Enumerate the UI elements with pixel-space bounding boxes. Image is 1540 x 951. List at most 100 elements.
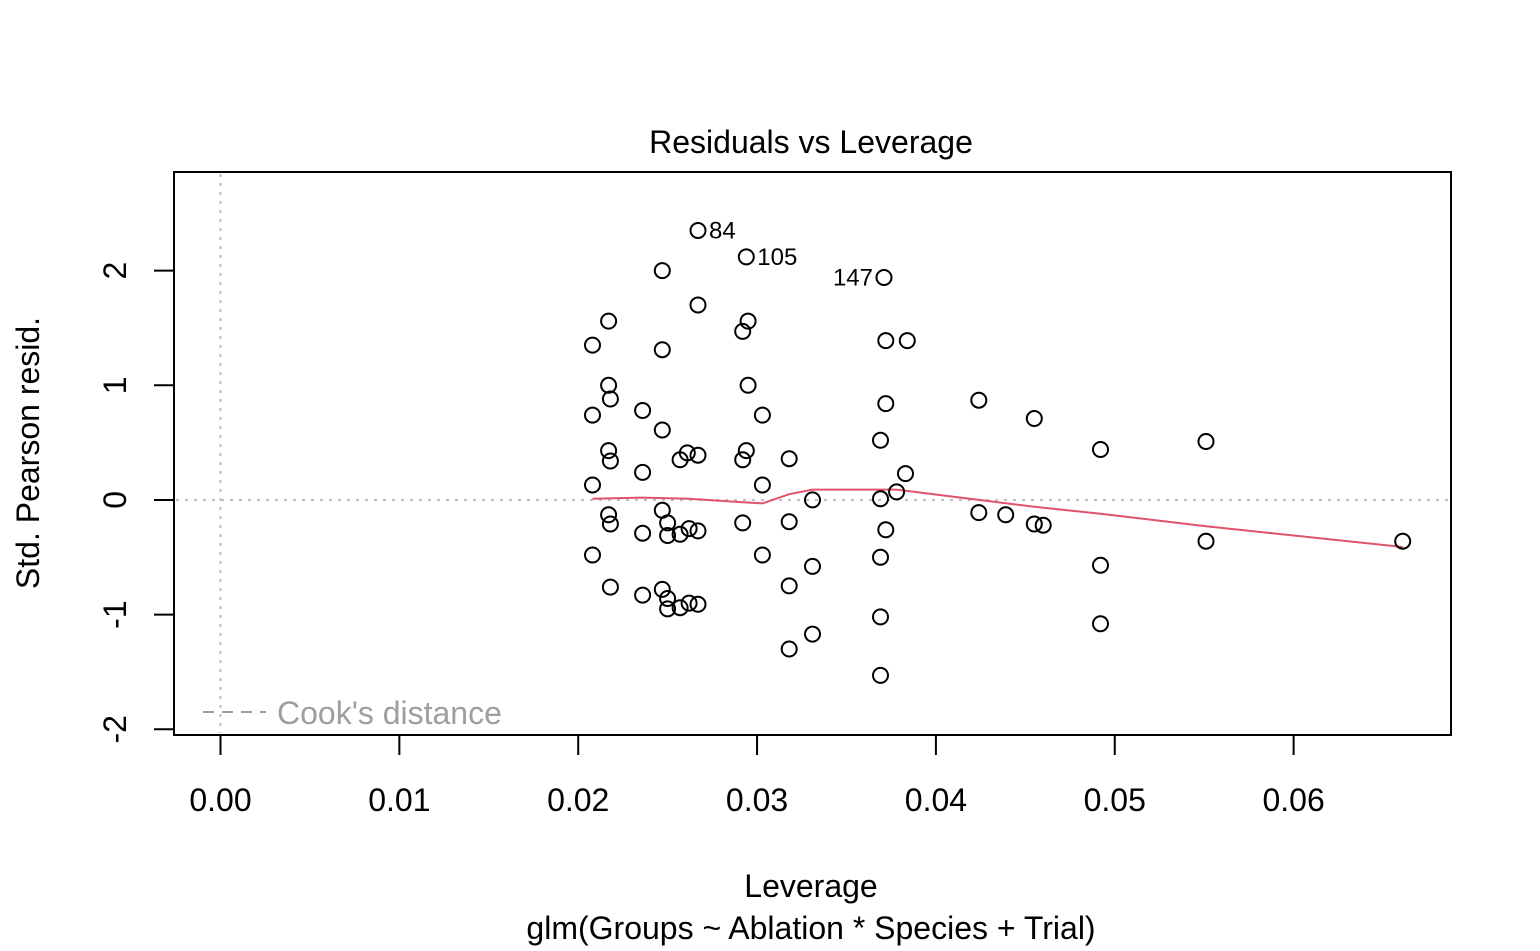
x-tick-label: 0.01 [368,782,430,818]
data-point [1025,515,1043,533]
data-point [671,451,689,469]
data-point [634,463,652,481]
data-point [584,476,601,494]
data-point [634,586,652,604]
x-tick-label: 0.05 [1084,782,1146,818]
reference-lines [176,174,1449,733]
data-point [872,666,889,684]
data-point [689,222,707,239]
data-point [997,506,1015,524]
data-point [1394,532,1412,550]
data-point [584,546,601,564]
data-point [1197,532,1215,550]
chart-title: Residuals vs Leverage [649,124,973,160]
data-point [601,390,619,408]
data-point [634,402,652,419]
data-point [877,521,895,539]
data-point [804,557,821,575]
x-tick-label: 0.04 [905,782,967,818]
y-tick-label: -1 [97,600,133,628]
data-point [897,465,914,483]
data-point [600,506,618,524]
data-point [872,548,889,566]
y-tick-label: 0 [97,491,133,509]
y-axis: -2 -1 0 1 2 [97,262,175,744]
data-point [689,595,707,613]
x-tick-label: 0.03 [726,782,788,818]
data-point [1034,516,1052,534]
y-tick-label: 1 [97,376,133,394]
data-point [1025,410,1043,427]
x-tick-label: 0.06 [1262,782,1324,818]
plot-box [173,171,1452,736]
data-point [659,600,677,618]
data-point [872,431,889,449]
data-point [888,483,906,501]
data-point [739,312,757,330]
y-axis-title: Std. Pearson resid. [10,317,46,589]
data-point [1092,441,1109,458]
data-point [877,332,895,350]
data-point [780,577,798,595]
data-point [753,476,771,494]
point-label: 84 [709,217,736,244]
smooth-line-group [592,488,1403,548]
data-point [1092,615,1109,633]
data-point [970,504,988,522]
data-point [600,312,618,330]
data-point [689,522,707,540]
data-point [653,580,671,598]
data-point [680,520,698,538]
data-point [804,491,821,509]
data-point [780,640,798,658]
data-point [734,451,752,469]
data-point [634,524,652,542]
point-labels-group: 84 105 147 [709,217,873,291]
data-point [872,490,889,508]
data-point [734,322,752,340]
data-point [584,406,601,424]
data-point [671,599,689,617]
data-point [804,625,821,643]
legend: Cook's distance [203,695,502,731]
chart-subtitle: glm(Groups ~ Ablation * Species + Trial) [526,910,1095,946]
points-group [584,222,1412,684]
y-tick-label: 2 [97,262,133,280]
y-tick-label: -2 [97,715,133,743]
data-point [1197,433,1215,450]
data-point [734,514,752,532]
data-point [600,376,618,394]
data-point [753,406,771,424]
smooth-line [592,488,1403,548]
data-point [671,525,689,543]
data-point [780,513,798,531]
legend-label: Cook's distance [277,695,502,731]
data-point [601,452,619,470]
x-axis: 0.00 0.01 0.02 0.03 0.04 0.05 0.06 [189,734,1325,818]
data-point [680,594,698,612]
data-point [584,336,601,354]
data-point [601,578,619,596]
data-point [872,608,889,626]
data-point [737,248,755,266]
x-tick-label: 0.00 [189,782,251,818]
data-point [653,341,671,359]
data-point [753,546,771,564]
data-point [659,514,677,532]
data-point [737,442,755,460]
data-point [739,376,757,394]
data-point [653,421,671,439]
data-point [898,332,916,350]
data-point [601,515,619,533]
x-tick-label: 0.02 [547,782,609,818]
data-point [689,296,707,314]
data-point [875,269,893,286]
data-point [689,446,707,464]
data-point [659,590,677,607]
data-point [780,450,798,468]
point-label: 147 [833,264,873,291]
data-point [653,262,671,280]
data-point [970,391,988,409]
data-point [659,527,677,544]
